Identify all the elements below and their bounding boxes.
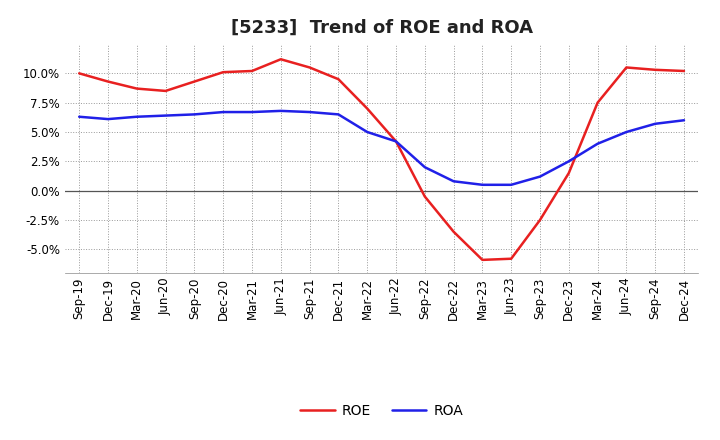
ROA	[161, 113, 170, 118]
ROA	[75, 114, 84, 119]
ROE	[622, 65, 631, 70]
ROA	[449, 179, 458, 184]
Legend: ROE, ROA: ROE, ROA	[294, 399, 469, 424]
ROA	[536, 174, 544, 179]
ROE	[305, 65, 314, 70]
ROA	[363, 129, 372, 135]
ROE	[536, 217, 544, 223]
ROE	[680, 68, 688, 73]
ROE	[248, 68, 256, 73]
ROA	[507, 182, 516, 187]
Line: ROE: ROE	[79, 59, 684, 260]
ROE	[334, 77, 343, 82]
ROE	[651, 67, 660, 73]
ROA	[593, 141, 602, 147]
ROA	[305, 110, 314, 115]
ROA	[680, 117, 688, 123]
ROE	[420, 194, 429, 199]
ROA	[564, 159, 573, 164]
ROA	[420, 165, 429, 170]
Title: [5233]  Trend of ROE and ROA: [5233] Trend of ROE and ROA	[230, 19, 533, 37]
ROA	[276, 108, 285, 114]
ROA	[219, 110, 228, 115]
ROE	[219, 70, 228, 75]
ROE	[593, 100, 602, 105]
ROE	[564, 170, 573, 176]
ROE	[132, 86, 141, 91]
ROA	[392, 139, 400, 144]
ROA	[622, 129, 631, 135]
ROE	[104, 79, 112, 84]
ROE	[161, 88, 170, 94]
ROA	[334, 112, 343, 117]
ROE	[75, 71, 84, 76]
Line: ROA: ROA	[79, 111, 684, 185]
ROE	[363, 106, 372, 111]
ROE	[190, 79, 199, 84]
ROA	[104, 117, 112, 122]
ROE	[276, 57, 285, 62]
ROA	[248, 110, 256, 115]
ROE	[478, 257, 487, 263]
ROE	[507, 256, 516, 261]
ROA	[132, 114, 141, 119]
ROA	[478, 182, 487, 187]
ROA	[190, 112, 199, 117]
ROE	[392, 139, 400, 144]
ROA	[651, 121, 660, 126]
ROE	[449, 229, 458, 235]
